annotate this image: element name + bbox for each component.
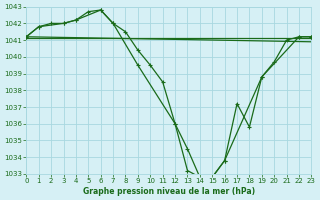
X-axis label: Graphe pression niveau de la mer (hPa): Graphe pression niveau de la mer (hPa): [83, 187, 255, 196]
